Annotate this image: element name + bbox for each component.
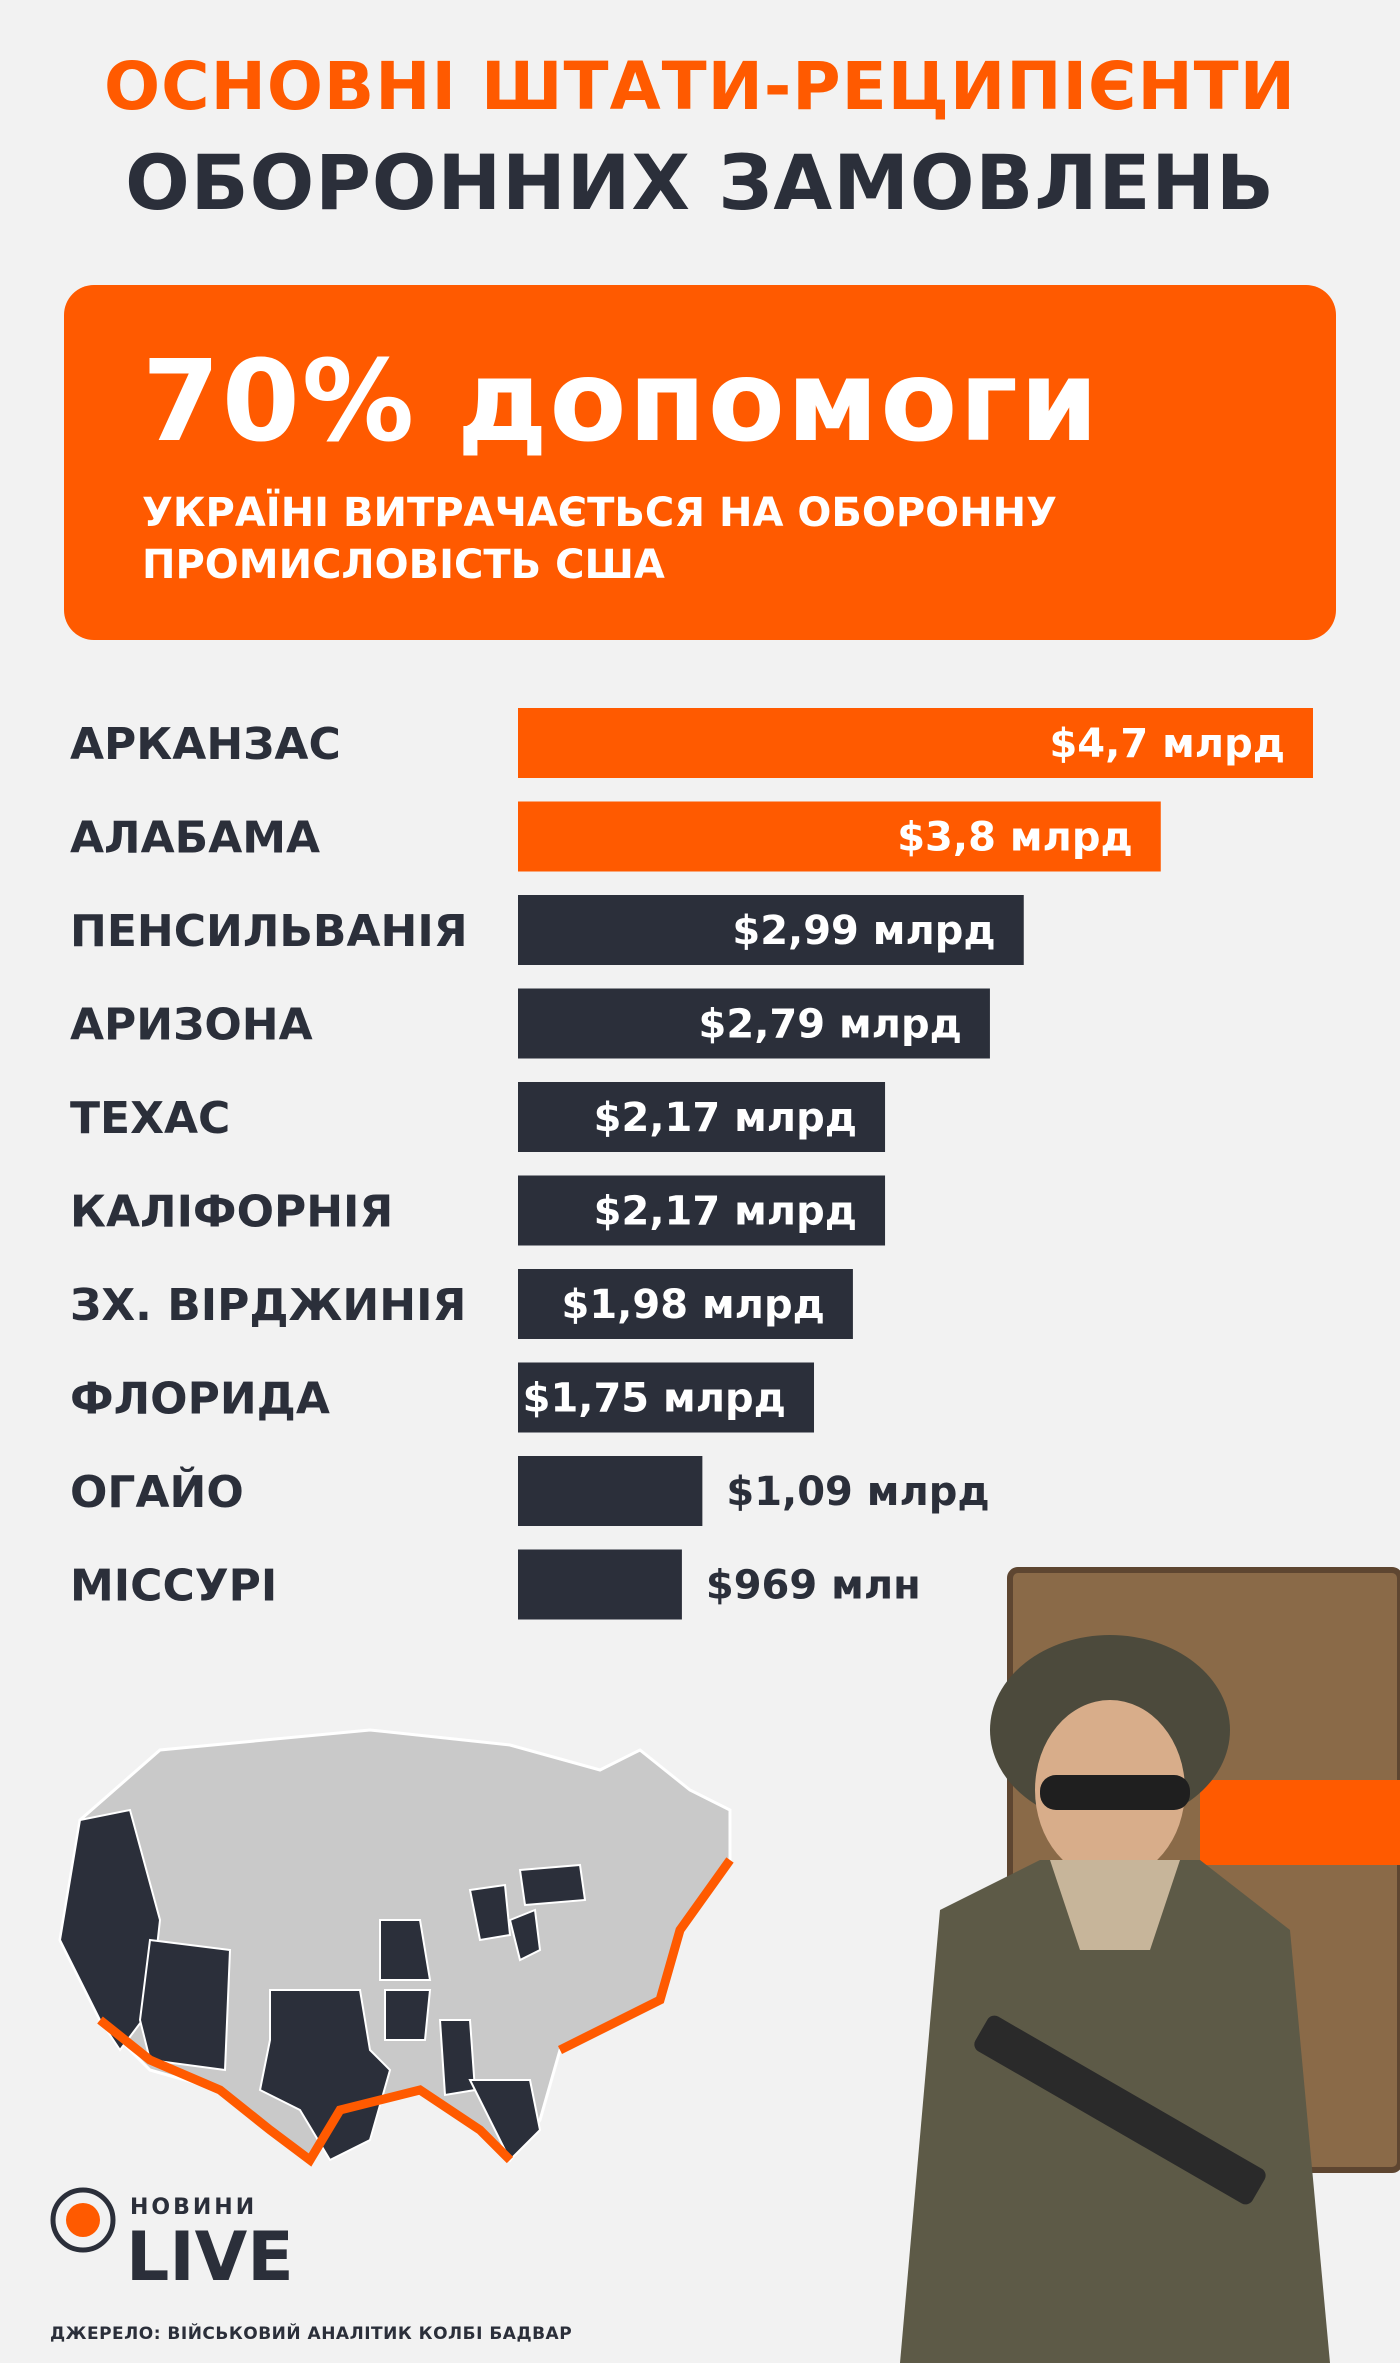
category-label: ПЕНСИЛЬВАНІЯ [70,906,468,957]
bar [518,1362,815,1433]
title-line-1: ОСНОВНІ ШТАТИ-РЕЦИПІЄНТИ [104,48,1296,125]
bar [518,708,1313,778]
category-label: АРИЗОНА [70,1000,313,1051]
category-label: ФЛОРИДА [70,1374,330,1425]
logo-text-big: LIVE [126,2218,294,2297]
category-label: КАЛІФОРНІЯ [70,1187,393,1238]
value-label: $2,17 млрд [594,1095,857,1141]
soldier-illustration [900,1567,1400,2363]
category-label: АЛАБАМА [70,813,320,864]
value-label: $2,99 млрд [732,908,995,954]
value-label: $1,98 млрд [562,1282,825,1328]
source-note: ДЖЕРЕЛО: ВІЙСЬКОВИЙ АНАЛІТИК КОЛБІ БАДВА… [50,2324,573,2344]
bar [518,1269,853,1339]
value-label: $3,8 млрд [897,815,1133,861]
highlight-banner: 70% допомоги УКРАЇНІ ВИТРАЧАЄТЬСЯ НА ОБО… [64,285,1336,640]
bar [518,801,1161,872]
category-label: ЗХ. ВІРДЖИНІЯ [70,1280,466,1331]
value-label: $1,09 млрд [726,1469,989,1515]
category-label: ТЕХАС [70,1093,230,1144]
bar [518,1082,886,1152]
us-map-illustration [58,1728,734,2167]
bar-chart: АРКАНЗАС $4,7 млрд АЛАБАМА $3,8 млрд ПЕНСИЛЬ… [70,708,1313,1620]
bar [518,1175,886,1246]
banner-headline: 70% допомоги [142,337,1101,467]
bar [518,988,990,1059]
bar [518,895,1024,965]
value-label: $969 млн [706,1563,921,1609]
title-line-2: ОБОРОННИХ ЗАМОВЛЕНЬ [125,138,1275,227]
category-label: МІССУРІ [70,1561,277,1612]
value-label: $2,17 млрд [594,1189,857,1235]
value-label: $4,7 млрд [1049,721,1285,767]
logo-text-small: НОВИНИ [130,2195,258,2220]
logo-icon [50,2187,116,2253]
banner-subtitle: УКРАЇНІ ВИТРАЧАЄТЬСЯ НА ОБОРОННУ ПРОМИСЛ… [142,490,1057,588]
category-label: ОГАЙО [70,1465,244,1518]
bar [518,1456,703,1526]
bar [518,1549,682,1620]
category-label: АРКАНЗАС [70,719,341,770]
value-label: $1,75 млрд [523,1376,786,1422]
value-label: $2,79 млрд [699,1002,962,1048]
